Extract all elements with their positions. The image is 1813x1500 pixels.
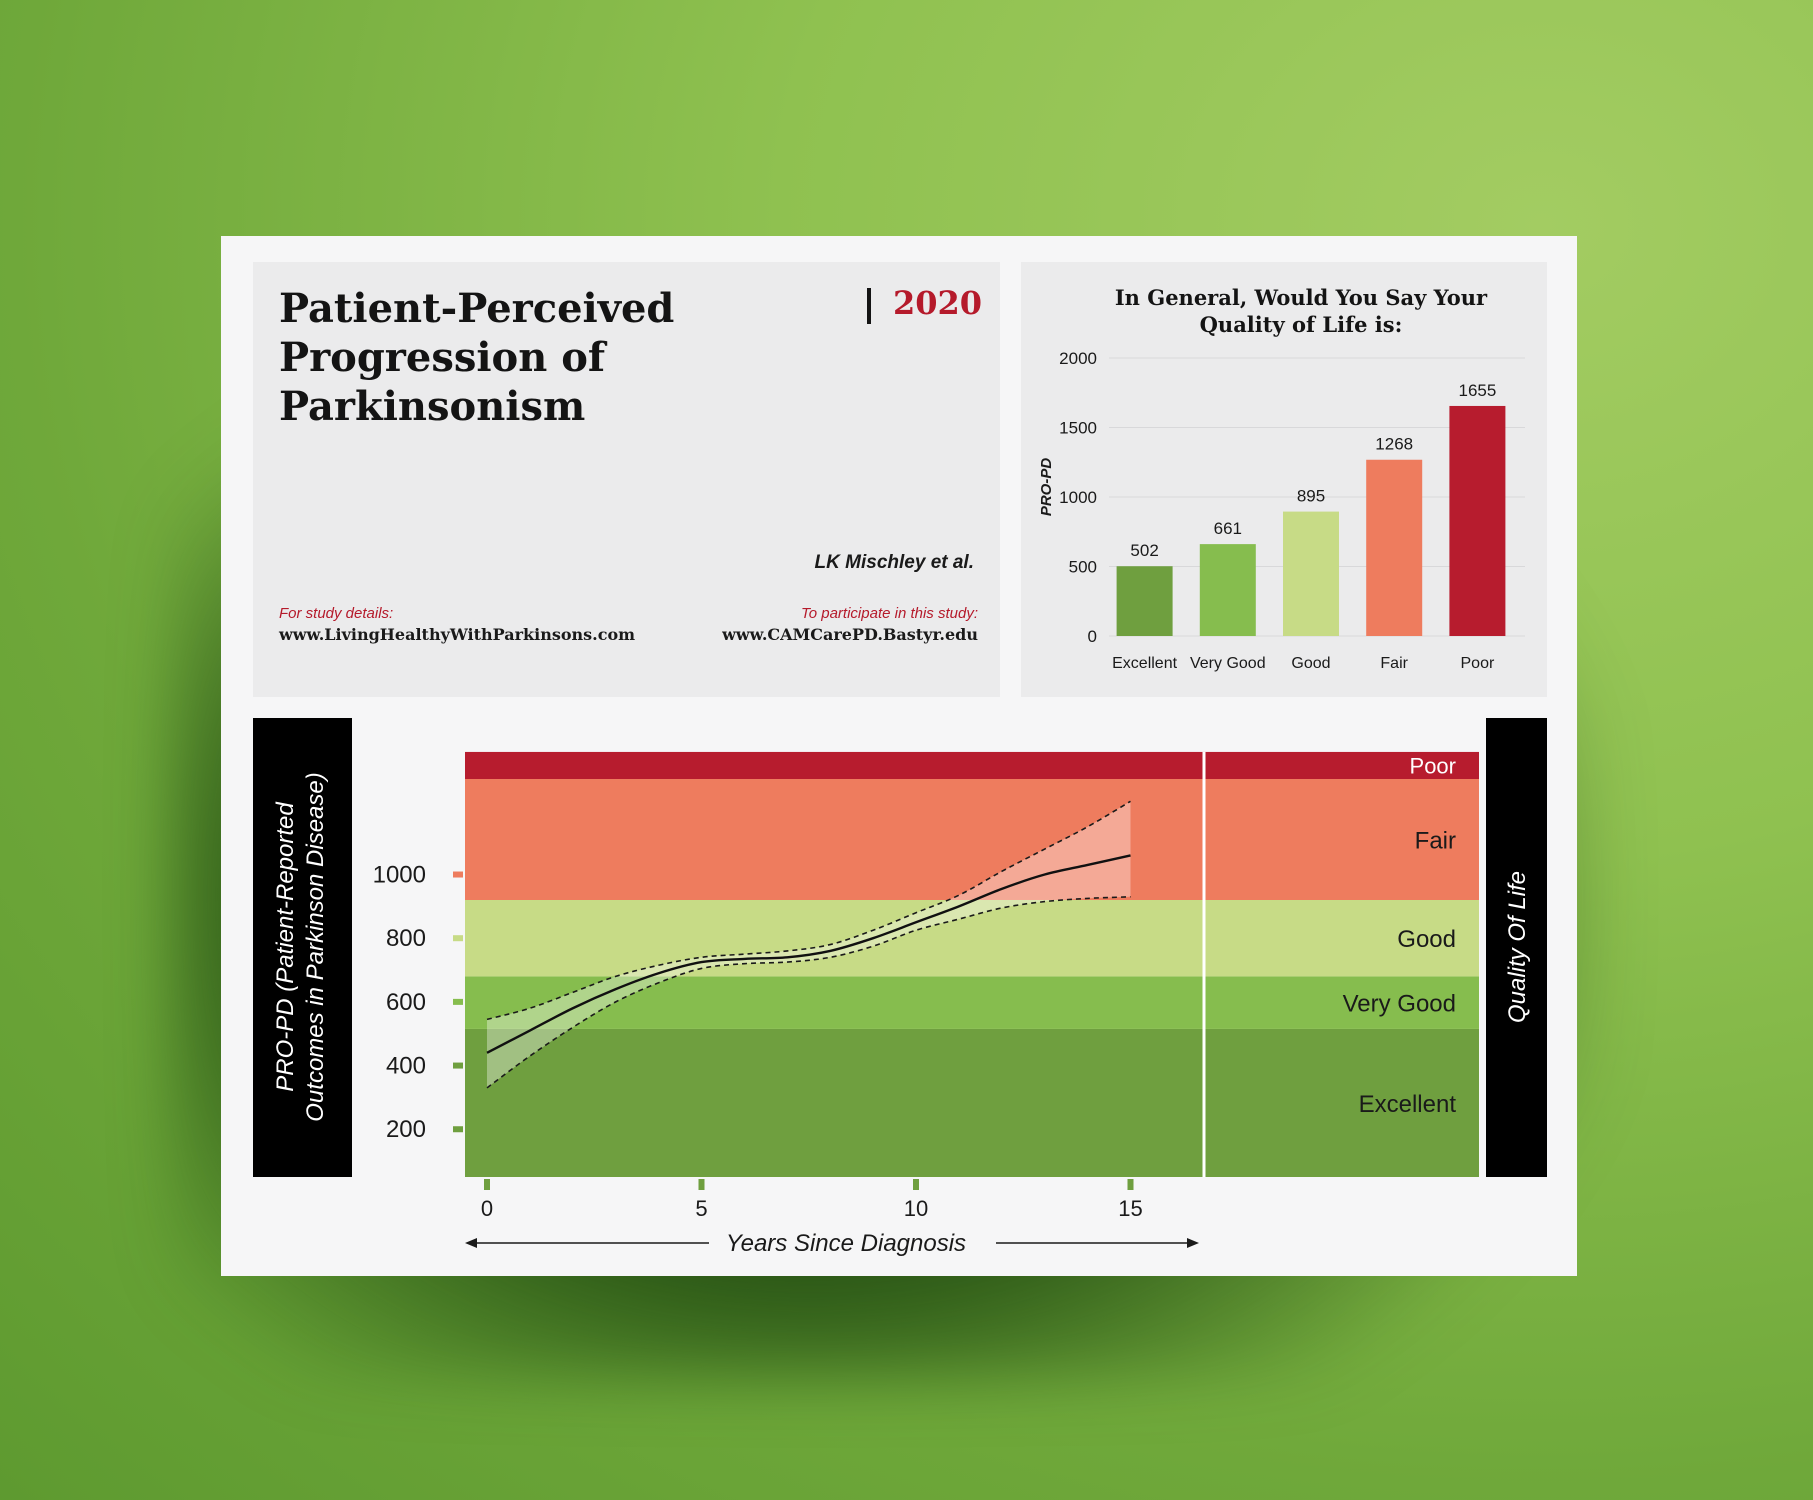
bar-data-label: 502 bbox=[1130, 541, 1158, 560]
page-title: Patient-Perceived Progression of Parkins… bbox=[279, 285, 675, 430]
bar-ytick-label: 0 bbox=[1088, 627, 1097, 646]
main-xtick-mark bbox=[484, 1179, 490, 1190]
main-xtick-label: 0 bbox=[481, 1196, 493, 1221]
main-xlabel: Years Since Diagnosis bbox=[726, 1230, 966, 1257]
main-ytick-mark bbox=[453, 871, 463, 878]
title-panel: Patient-Perceived Progression of Parkins… bbox=[253, 262, 1000, 697]
bar-chart: 0 500 1000 1500 2000 PRO-PD 502 Excellent 661 Ver… bbox=[1038, 349, 1525, 672]
band-label: Fair bbox=[1415, 827, 1456, 854]
progression-chart: Excellent Very Good Good Fair Poor PRO-PD (Pa… bbox=[253, 718, 1547, 1257]
bar-category-label: Good bbox=[1291, 655, 1330, 672]
bar-data-label: 1655 bbox=[1458, 381, 1496, 400]
bar-very-good bbox=[1199, 544, 1256, 636]
bar-data-label: 1268 bbox=[1375, 435, 1413, 454]
study-details-label: For study details: bbox=[279, 605, 394, 622]
authors: LK Mischley et al. bbox=[814, 552, 974, 573]
main-ytick-label: 800 bbox=[386, 925, 426, 952]
bar-chart-title: In General, Would You Say Your Quality o… bbox=[1114, 285, 1488, 337]
lower-confidence-line bbox=[486, 896, 1131, 1089]
quality-label: Quality Of Life bbox=[1504, 871, 1531, 1023]
band-label: Very Good bbox=[1343, 991, 1456, 1018]
main-xtick-label: 10 bbox=[904, 1196, 928, 1221]
bar-ytick-label: 500 bbox=[1069, 558, 1097, 577]
band-good bbox=[465, 899, 1479, 977]
ylabel-panel bbox=[253, 718, 352, 1177]
year-label: 2020 bbox=[893, 284, 983, 322]
bar-chart-panel: In General, Would You Say Your Quality o… bbox=[1021, 262, 1547, 697]
bar-category-label: Poor bbox=[1461, 655, 1495, 672]
band-excellent bbox=[465, 1028, 1479, 1177]
main-ytick-label: 400 bbox=[386, 1053, 426, 1080]
main-ytick-mark bbox=[453, 998, 463, 1005]
bar-category-label: Fair bbox=[1380, 655, 1408, 672]
bar-excellent bbox=[1116, 566, 1173, 636]
main-ytick-mark bbox=[453, 1062, 463, 1069]
band-fair bbox=[465, 779, 1479, 900]
study-details-link[interactable]: www.LivingHealthyWithParkinsons.com bbox=[279, 625, 636, 644]
band-very-good bbox=[465, 976, 1479, 1029]
quality-panel bbox=[1486, 718, 1547, 1177]
main-ytick-label: 600 bbox=[386, 989, 426, 1016]
bar-data-label: 895 bbox=[1297, 487, 1325, 506]
bar-ytick-label: 1500 bbox=[1059, 419, 1097, 438]
bar-category-label: Excellent bbox=[1112, 655, 1177, 672]
infographic-card: Patient-Perceived Progression of Parkins… bbox=[221, 236, 1577, 1276]
year-divider bbox=[867, 288, 871, 324]
main-ylabel-line2: Outcomes in Parkinson Disease) bbox=[302, 772, 329, 1121]
progression-line bbox=[486, 854, 1131, 1054]
bar-ytick-label: 2000 bbox=[1059, 349, 1097, 368]
participate-link[interactable]: www.CAMCarePD.Bastyr.edu bbox=[722, 625, 978, 644]
arrow-right-icon bbox=[1187, 1238, 1199, 1248]
main-xtick-label: 15 bbox=[1118, 1196, 1142, 1221]
band-label: Good bbox=[1397, 926, 1456, 953]
main-xtick-mark bbox=[698, 1179, 705, 1190]
main-xtick-label: 5 bbox=[695, 1196, 707, 1221]
bar-data-label: 661 bbox=[1214, 519, 1242, 538]
main-ylabel-line1: PRO-PD (Patient-Reported bbox=[272, 802, 299, 1092]
main-ytick-mark bbox=[453, 1126, 463, 1133]
bar-poor bbox=[1449, 405, 1506, 636]
main-ytick-label: 200 bbox=[386, 1116, 426, 1143]
participate-label: To participate in this study: bbox=[800, 605, 978, 622]
main-ylabel: PRO-PD (Patient-Reported Outcomes in Park… bbox=[272, 772, 329, 1121]
bar-category-label: Very Good bbox=[1190, 655, 1266, 672]
main-xtick-mark bbox=[913, 1179, 919, 1190]
band-label: Excellent bbox=[1359, 1091, 1457, 1118]
main-ytick-label: 1000 bbox=[373, 862, 426, 889]
main-xtick-mark bbox=[1127, 1179, 1134, 1190]
main-ytick-mark bbox=[453, 935, 463, 942]
band-label: Poor bbox=[1410, 753, 1456, 778]
bar-fair bbox=[1366, 459, 1423, 636]
bar-ylabel: PRO-PD bbox=[1038, 458, 1055, 517]
bar-good bbox=[1283, 511, 1339, 636]
arrow-left-icon bbox=[465, 1238, 477, 1248]
band-poor bbox=[465, 751, 1479, 779]
bar-ytick-label: 1000 bbox=[1059, 488, 1097, 507]
